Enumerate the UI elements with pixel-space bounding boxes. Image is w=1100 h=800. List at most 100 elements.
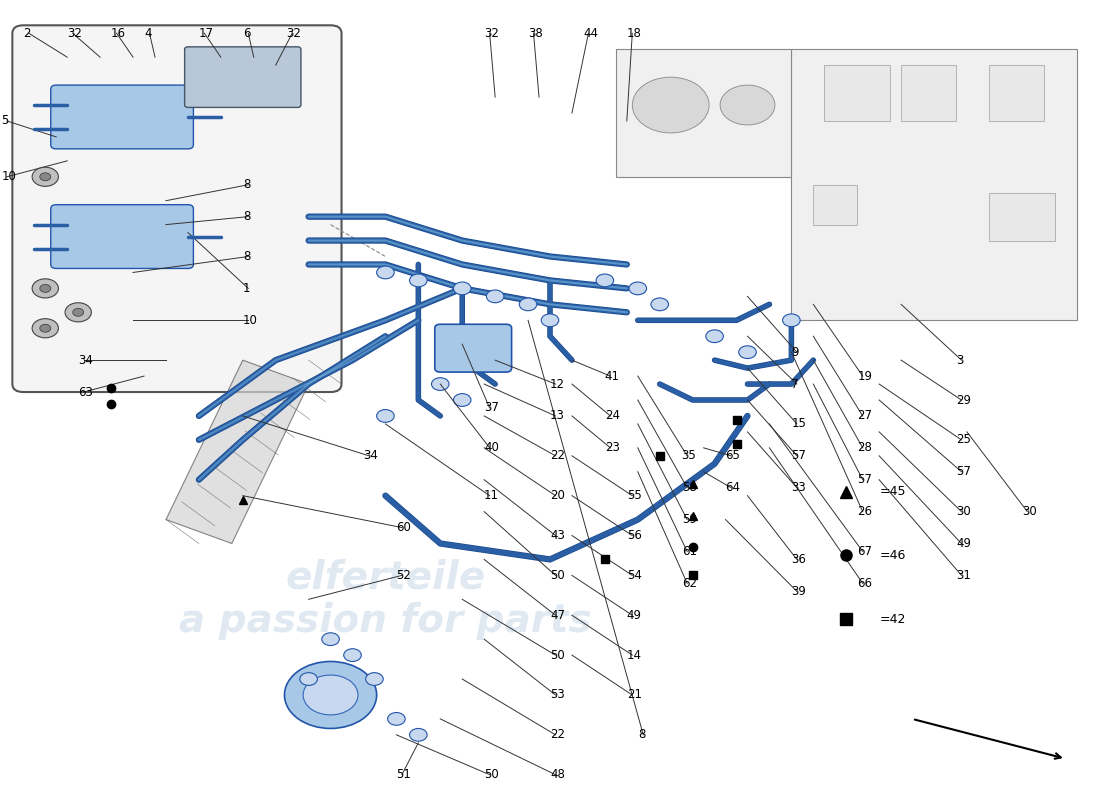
Text: 23: 23 bbox=[605, 442, 619, 454]
Text: 62: 62 bbox=[682, 577, 696, 590]
Text: elferteile
a passion for parts: elferteile a passion for parts bbox=[179, 558, 592, 640]
Text: 34: 34 bbox=[363, 450, 378, 462]
Text: 24: 24 bbox=[605, 410, 620, 422]
Text: 1: 1 bbox=[243, 282, 251, 295]
Text: 48: 48 bbox=[550, 768, 565, 781]
Text: 15: 15 bbox=[791, 418, 806, 430]
Circle shape bbox=[376, 410, 394, 422]
Text: 39: 39 bbox=[791, 585, 806, 598]
Circle shape bbox=[300, 673, 318, 686]
Text: 3: 3 bbox=[956, 354, 964, 366]
Text: 8: 8 bbox=[243, 178, 250, 191]
Text: 38: 38 bbox=[528, 26, 542, 40]
Text: 44: 44 bbox=[583, 26, 598, 40]
Text: 10: 10 bbox=[1, 170, 16, 183]
Text: 7: 7 bbox=[791, 378, 799, 390]
Text: 51: 51 bbox=[396, 768, 411, 781]
Text: 19: 19 bbox=[857, 370, 872, 382]
Text: 41: 41 bbox=[605, 370, 620, 382]
Polygon shape bbox=[791, 50, 1077, 320]
Text: 61: 61 bbox=[682, 545, 696, 558]
Circle shape bbox=[453, 394, 471, 406]
Text: 43: 43 bbox=[550, 529, 565, 542]
Text: =45: =45 bbox=[879, 485, 905, 498]
Text: 32: 32 bbox=[287, 26, 301, 40]
Circle shape bbox=[40, 324, 51, 332]
Circle shape bbox=[65, 302, 91, 322]
Text: 33: 33 bbox=[791, 481, 806, 494]
Text: 21: 21 bbox=[627, 689, 641, 702]
Text: 13: 13 bbox=[550, 410, 565, 422]
Text: 67: 67 bbox=[857, 545, 872, 558]
Text: 35: 35 bbox=[682, 450, 696, 462]
Text: 22: 22 bbox=[550, 728, 565, 742]
FancyBboxPatch shape bbox=[12, 26, 341, 392]
Circle shape bbox=[431, 378, 449, 390]
Text: 37: 37 bbox=[484, 402, 499, 414]
Text: 10: 10 bbox=[243, 314, 257, 326]
Bar bbox=[813, 185, 857, 225]
Bar bbox=[901, 65, 956, 121]
FancyBboxPatch shape bbox=[51, 205, 194, 269]
Text: 57: 57 bbox=[956, 466, 971, 478]
Circle shape bbox=[40, 173, 51, 181]
Circle shape bbox=[409, 274, 427, 286]
Text: 18: 18 bbox=[627, 26, 641, 40]
Bar bbox=[989, 193, 1055, 241]
Text: 56: 56 bbox=[627, 529, 641, 542]
Circle shape bbox=[706, 330, 724, 342]
Circle shape bbox=[541, 314, 559, 326]
Bar bbox=[989, 65, 1044, 121]
Text: 36: 36 bbox=[791, 553, 806, 566]
Text: 30: 30 bbox=[956, 505, 970, 518]
Text: 8: 8 bbox=[638, 728, 646, 742]
Text: 50: 50 bbox=[484, 768, 499, 781]
Text: 8: 8 bbox=[243, 210, 250, 223]
Circle shape bbox=[651, 298, 669, 310]
Text: 57: 57 bbox=[791, 450, 806, 462]
Text: 16: 16 bbox=[111, 26, 126, 40]
Polygon shape bbox=[166, 360, 309, 543]
Text: 6: 6 bbox=[243, 26, 251, 40]
Text: 22: 22 bbox=[550, 450, 565, 462]
Circle shape bbox=[322, 633, 339, 646]
Text: 5: 5 bbox=[1, 114, 9, 127]
FancyBboxPatch shape bbox=[185, 47, 301, 107]
Circle shape bbox=[376, 266, 394, 279]
Text: 50: 50 bbox=[550, 649, 564, 662]
Text: 60: 60 bbox=[396, 521, 411, 534]
Text: =42: =42 bbox=[879, 613, 905, 626]
Text: 49: 49 bbox=[627, 609, 641, 622]
Circle shape bbox=[304, 675, 358, 715]
Text: 66: 66 bbox=[857, 577, 872, 590]
Text: =46: =46 bbox=[879, 549, 905, 562]
Text: 14: 14 bbox=[627, 649, 641, 662]
Text: 65: 65 bbox=[726, 450, 740, 462]
Circle shape bbox=[629, 282, 647, 294]
Text: 17: 17 bbox=[199, 26, 213, 40]
Text: 11: 11 bbox=[484, 489, 499, 502]
Circle shape bbox=[387, 713, 405, 726]
Text: 50: 50 bbox=[550, 569, 564, 582]
Text: 52: 52 bbox=[396, 569, 411, 582]
Circle shape bbox=[453, 282, 471, 294]
Text: 54: 54 bbox=[627, 569, 641, 582]
Text: 26: 26 bbox=[857, 505, 872, 518]
Text: 2: 2 bbox=[23, 26, 31, 40]
Text: 59: 59 bbox=[682, 513, 696, 526]
FancyBboxPatch shape bbox=[51, 85, 194, 149]
Text: 25: 25 bbox=[956, 434, 971, 446]
FancyBboxPatch shape bbox=[434, 324, 512, 372]
Text: 57: 57 bbox=[857, 474, 872, 486]
Bar bbox=[824, 65, 890, 121]
Text: 12: 12 bbox=[550, 378, 565, 390]
Circle shape bbox=[32, 318, 58, 338]
Text: 28: 28 bbox=[857, 442, 872, 454]
Text: 27: 27 bbox=[857, 410, 872, 422]
Text: 31: 31 bbox=[956, 569, 971, 582]
Text: 40: 40 bbox=[484, 442, 499, 454]
Text: 49: 49 bbox=[956, 537, 971, 550]
Circle shape bbox=[519, 298, 537, 310]
Circle shape bbox=[73, 308, 84, 316]
Circle shape bbox=[596, 274, 614, 286]
